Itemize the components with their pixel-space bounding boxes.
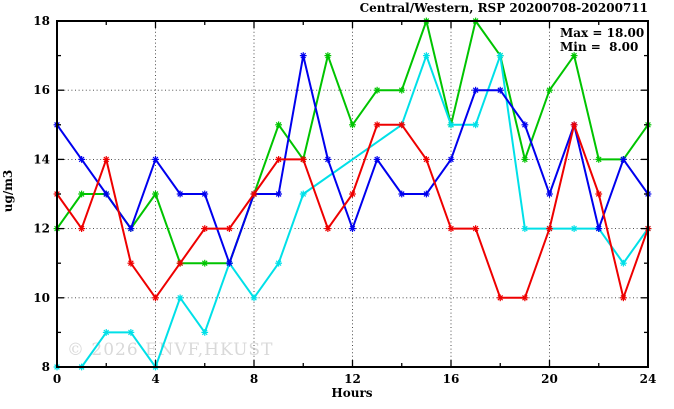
data-point-marker <box>472 225 480 232</box>
data-point-marker <box>201 259 209 267</box>
axis-ticks <box>56 20 649 368</box>
y-tick-label: 8 <box>42 360 50 374</box>
data-point-marker <box>78 156 86 163</box>
data-point-marker <box>496 86 504 94</box>
data-point-marker <box>422 52 430 59</box>
data-point-marker <box>299 156 307 163</box>
y-tick-label: 16 <box>33 83 50 97</box>
data-point-marker <box>447 156 455 163</box>
data-point-marker <box>521 294 529 302</box>
data-point-marker <box>496 52 504 59</box>
cyan-line <box>53 52 652 371</box>
x-tick-label: 4 <box>151 372 159 386</box>
x-tick-label: 16 <box>443 372 460 386</box>
data-point-marker <box>152 190 159 198</box>
data-point-marker <box>78 190 86 198</box>
data-point-marker <box>570 52 578 59</box>
data-point-marker <box>275 121 283 129</box>
y-tick-label: 18 <box>33 14 50 28</box>
x-tick-label: 24 <box>640 372 657 386</box>
data-point-marker <box>176 259 184 267</box>
data-point-marker <box>275 259 283 267</box>
data-point-marker <box>250 190 258 198</box>
data-point-marker <box>398 86 406 94</box>
data-point-marker <box>619 294 627 302</box>
data-point-marker <box>102 156 110 163</box>
data-point-marker <box>225 259 233 267</box>
data-point-marker <box>275 190 283 198</box>
data-point-marker <box>324 225 332 232</box>
cyan-line-path <box>56 54 649 368</box>
y-tick-label: 10 <box>33 291 50 305</box>
data-point-marker <box>176 190 184 198</box>
data-point-marker <box>595 156 603 163</box>
data-point-marker <box>127 329 135 336</box>
x-tick-label: 8 <box>250 372 258 386</box>
x-tick-label: 0 <box>53 372 61 386</box>
data-point-marker <box>349 225 356 232</box>
data-point-marker <box>472 121 480 129</box>
data-point-marker <box>324 52 332 59</box>
y-tick-label: 12 <box>33 222 50 236</box>
data-point-marker <box>299 190 307 198</box>
data-point-marker <box>570 121 578 129</box>
data-point-marker <box>152 156 159 163</box>
data-point-marker <box>201 225 209 232</box>
data-point-marker <box>275 156 283 163</box>
blue-line-markers <box>53 52 652 267</box>
data-point-marker <box>595 190 603 198</box>
data-point-marker <box>102 190 110 198</box>
data-point-marker <box>349 121 356 129</box>
data-point-marker <box>127 225 135 232</box>
data-point-marker <box>521 156 529 163</box>
data-point-marker <box>521 225 529 232</box>
data-point-marker <box>201 190 209 198</box>
data-point-marker <box>225 225 233 232</box>
data-point-marker <box>422 156 430 163</box>
data-point-marker <box>521 121 529 129</box>
data-point-marker <box>127 259 135 267</box>
data-point-marker <box>152 294 159 302</box>
data-point-marker <box>102 329 110 336</box>
data-point-marker <box>619 156 627 163</box>
data-point-marker <box>570 225 578 232</box>
data-point-marker <box>472 86 480 94</box>
data-point-marker <box>496 294 504 302</box>
data-point-marker <box>176 294 184 302</box>
data-point-marker <box>398 190 406 198</box>
data-point-marker <box>546 86 553 94</box>
data-point-marker <box>349 190 356 198</box>
max-value-label: Max = 18.00 <box>560 26 645 40</box>
data-point-marker <box>595 225 603 232</box>
red-line-markers <box>53 121 652 302</box>
x-axis-title: Hours <box>331 386 373 400</box>
data-point-marker <box>373 156 381 163</box>
data-point-marker <box>373 86 381 94</box>
data-point-marker <box>546 225 553 232</box>
data-point-marker <box>201 329 209 336</box>
chart-title: Central/Western, RSP 20200708-20200711 <box>359 1 648 15</box>
data-point-marker <box>78 225 86 232</box>
max-min-annotation: Max = 18.00 Min = 8.00 <box>560 26 644 54</box>
red-line <box>53 121 652 302</box>
x-tick-label: 20 <box>541 372 558 386</box>
data-point-marker <box>324 156 332 163</box>
min-value-label: Min = 8.00 <box>560 40 639 54</box>
tick-labels: 0 4 8 12 16 20 24 8 10 12 14 16 18 <box>33 14 656 386</box>
blue-line <box>53 52 652 267</box>
data-point-marker <box>422 190 430 198</box>
data-point-marker <box>373 121 381 129</box>
data-point-marker <box>546 190 553 198</box>
watermark: © 2026 ENVF,HKUST <box>67 340 274 360</box>
data-point-marker <box>299 52 307 59</box>
data-point-marker <box>447 225 455 232</box>
data-point-marker <box>398 121 406 129</box>
data-point-marker <box>619 259 627 267</box>
data-point-marker <box>250 294 258 302</box>
y-tick-label: 14 <box>33 152 50 166</box>
x-tick-label: 12 <box>344 372 361 386</box>
data-point-marker <box>447 121 455 129</box>
